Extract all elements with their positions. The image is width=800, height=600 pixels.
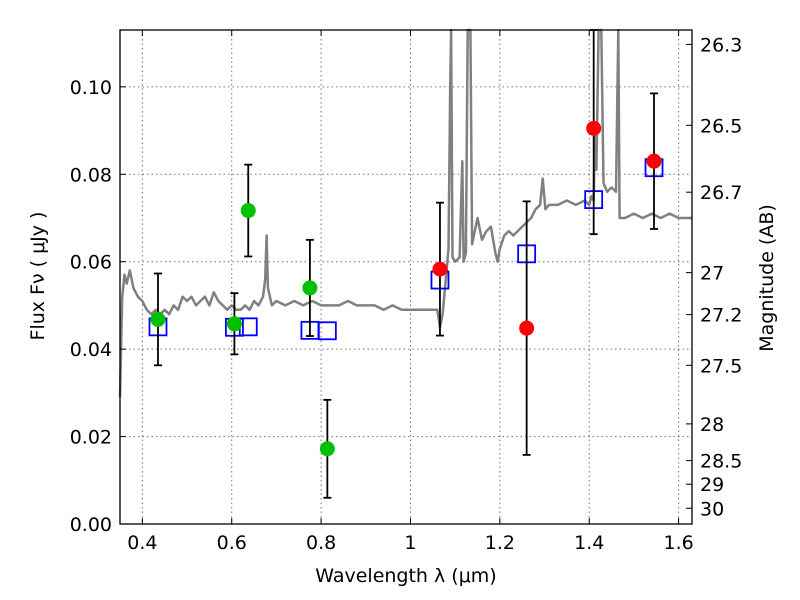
template-spectrum [118,28,692,398]
x-tick-label: 1.2 [485,532,515,554]
mag-tick-label: 26.5 [700,115,742,137]
data-point-marker [519,320,535,336]
y-tick-label: 0.02 [70,427,112,449]
mag-tick-label: 26.7 [700,182,742,204]
x-tick-label: 1 [404,532,416,554]
y-tick-label: 0.10 [70,77,112,99]
x-tick-label: 0.6 [217,532,247,554]
data-point-marker [586,120,602,136]
x-tick-label: 1.4 [574,532,604,554]
data-point-marker [646,153,662,169]
y-tick-label: 0.00 [70,514,112,536]
mag-tick-label: 27.5 [700,355,742,377]
mag-tick-label: 30 [700,498,724,520]
mag-tick-label: 26.3 [700,34,742,56]
x-axis-title: Wavelength λ (μm) [315,565,496,587]
right-axis-title: Magnitude (AB) [756,204,778,352]
y-tick-label: 0.04 [70,339,112,361]
y-tick-label: 0.06 [70,252,112,274]
x-tick-label: 0.8 [306,532,336,554]
data-point-marker [150,311,166,327]
mag-tick-label: 27 [700,263,724,285]
mag-tick-label: 29 [700,474,724,496]
x-tick-label: 0.4 [127,532,157,554]
grid-lines [120,30,692,525]
plot-frame [119,29,693,525]
model-square-marker [317,321,337,341]
data-marks [148,29,664,499]
axis-ticks: 0.4 0.6 0.8 1 1.2 1.4 1.6 0.00 0.02 0.04 0.06 0.08 0… [70,30,742,554]
template-spectrum-line [118,28,692,398]
mag-tick-label: 28.5 [700,451,742,473]
mag-tick-label: 28 [700,414,724,436]
data-point-marker [226,316,242,332]
data-point-marker [432,261,448,277]
y-axis-title: Flux Fν ( μJy ) [27,212,49,341]
data-point-marker [319,441,335,457]
y-tick-label: 0.08 [70,164,112,186]
mag-tick-label: 27.2 [700,305,742,327]
data-point-marker [240,203,256,219]
data-point-marker [302,280,318,296]
x-tick-label: 1.6 [663,532,693,554]
